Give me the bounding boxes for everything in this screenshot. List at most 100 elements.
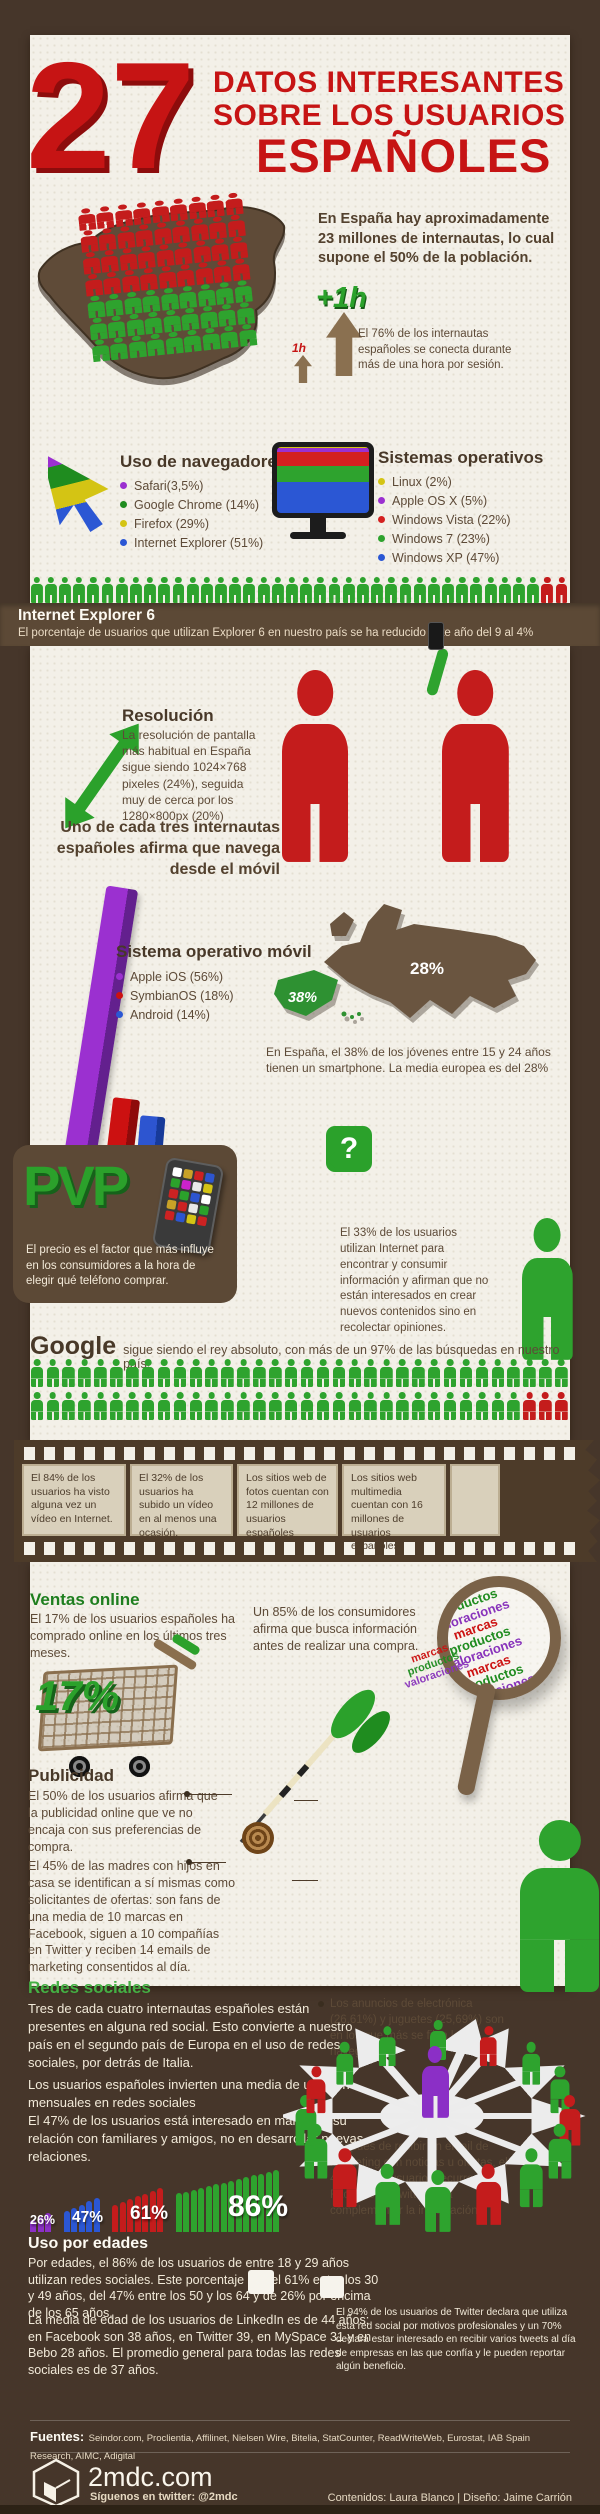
person-icon <box>97 227 118 251</box>
person-icon <box>523 1392 537 1420</box>
app-tile-icon <box>168 1188 179 1199</box>
person-icon <box>316 1359 330 1387</box>
person-icon <box>87 577 100 603</box>
person-target-icon <box>516 1820 600 1993</box>
person-icon <box>252 1392 266 1420</box>
person-icon <box>475 1392 489 1420</box>
person-icon <box>328 577 341 603</box>
panel-top <box>30 35 570 603</box>
person-icon <box>522 2042 541 2086</box>
ages-p2: La media de edad de los usuarios de Link… <box>28 2313 372 2377</box>
bullet-icon <box>378 516 385 523</box>
person-icon <box>284 1392 298 1420</box>
app-tile-icon <box>198 1205 210 1216</box>
app-tile-icon <box>170 1177 181 1189</box>
person-icon <box>189 1359 203 1387</box>
ie6-text: El porcentaje de usuarios que utilizan E… <box>18 627 534 639</box>
person-icon <box>228 236 249 260</box>
browsers-title: Uso de navegadores <box>120 452 287 471</box>
person-icon <box>172 577 185 603</box>
app-tile-icon <box>179 1190 190 1201</box>
mobile-os-legend: Apple iOS (56%) SymbianOS (18%) Android … <box>116 967 312 1024</box>
person-icon <box>399 577 412 603</box>
person-icon <box>104 293 125 317</box>
legend-item: Android (14%) <box>116 1005 312 1024</box>
person-icon <box>46 1392 60 1420</box>
population-row <box>30 577 570 603</box>
legend-item: Apple iOS (56%) <box>116 967 312 986</box>
connector-line <box>188 1794 232 1795</box>
legend-item: Windows XP (47%) <box>378 548 543 567</box>
person-icon <box>306 2066 327 2113</box>
film-sprockets-top <box>24 1447 584 1460</box>
os-share-stripe <box>277 451 369 467</box>
person-icon <box>58 577 72 603</box>
bullet-icon <box>116 973 123 980</box>
logo-text[interactable]: 2mdc.com <box>88 2462 213 2492</box>
bullet-icon <box>378 554 385 561</box>
person-icon <box>141 1392 155 1420</box>
monitor-neck <box>310 518 326 532</box>
legend-item: Firefox (29%) <box>120 514 286 533</box>
app-tile-icon <box>191 1181 203 1192</box>
person-icon <box>194 262 215 286</box>
person-icon <box>144 577 157 603</box>
person-icon <box>371 577 384 603</box>
app-tile-icon <box>187 1203 199 1214</box>
person-icon <box>145 333 166 357</box>
os-title: Sistemas operativos <box>378 448 544 467</box>
person-icon <box>30 1392 44 1420</box>
bullet-icon <box>116 992 123 999</box>
person-icon <box>456 577 469 603</box>
session-text: El 76% de los internautas españoles se c… <box>358 328 512 372</box>
connector-dot <box>184 1791 190 1797</box>
connector-line <box>294 1800 318 1801</box>
app-tile-icon <box>164 1210 175 1221</box>
person-icon <box>507 1359 521 1387</box>
person-icon <box>157 1392 171 1420</box>
person-icon <box>237 323 258 347</box>
person-icon <box>268 1359 282 1387</box>
person-icon <box>443 1359 457 1387</box>
person-icon <box>152 222 173 246</box>
person-icon <box>413 577 426 603</box>
ie6-title: Internet Explorer 6 <box>18 607 155 624</box>
person-icon <box>134 224 155 248</box>
person-icon <box>102 271 123 295</box>
person-icon <box>162 309 183 333</box>
person-icon <box>168 198 189 222</box>
person-icon <box>348 1359 362 1387</box>
pvp-text: El precio es el factor que más influye e… <box>26 1244 214 1288</box>
europe-note: En España, el 38% de los jóvenes entre 1… <box>266 1045 551 1076</box>
cart-percentage: 17% <box>35 1672 120 1719</box>
sources-list: Seindor.com, Proclientia, Affilinet, Nie… <box>30 2433 531 2462</box>
person-icon <box>484 577 497 603</box>
person-icon <box>109 1359 123 1387</box>
ad-left-text-2: El 45% de las madres con hijos en casa s… <box>28 1859 236 1975</box>
app-tile-icon <box>196 1215 208 1227</box>
divider <box>30 2420 570 2421</box>
person-icon <box>182 329 203 353</box>
speech-bubble-icon <box>320 2276 344 2298</box>
person-icon <box>94 1359 108 1387</box>
person-icon <box>229 577 242 603</box>
person-icon <box>83 273 104 297</box>
person-icon <box>189 1392 203 1420</box>
person-icon <box>314 577 327 603</box>
person-icon <box>212 260 233 284</box>
person-icon <box>243 577 256 603</box>
person-icon <box>136 245 157 269</box>
one-hour-label: 1h <box>292 341 307 355</box>
mobile-os-title: Sistema operativo móvil <box>116 942 312 961</box>
person-icon <box>237 1392 251 1420</box>
person-icon <box>99 249 120 273</box>
title-line-1: DATOS INTERESANTES <box>213 66 565 99</box>
ie6-band: Internet Explorer 6 El porcentaje de usu… <box>0 603 600 646</box>
person-icon <box>205 1359 219 1387</box>
person-icon <box>46 1359 60 1387</box>
person-icon <box>470 577 483 603</box>
person-icon <box>198 305 219 329</box>
age-label-50-64: 47% <box>72 2209 104 2226</box>
twitter-handle[interactable]: Síguenos en twitter: @2mdc <box>90 2491 238 2503</box>
title-line-3: ESPAÑOLES <box>256 129 552 182</box>
